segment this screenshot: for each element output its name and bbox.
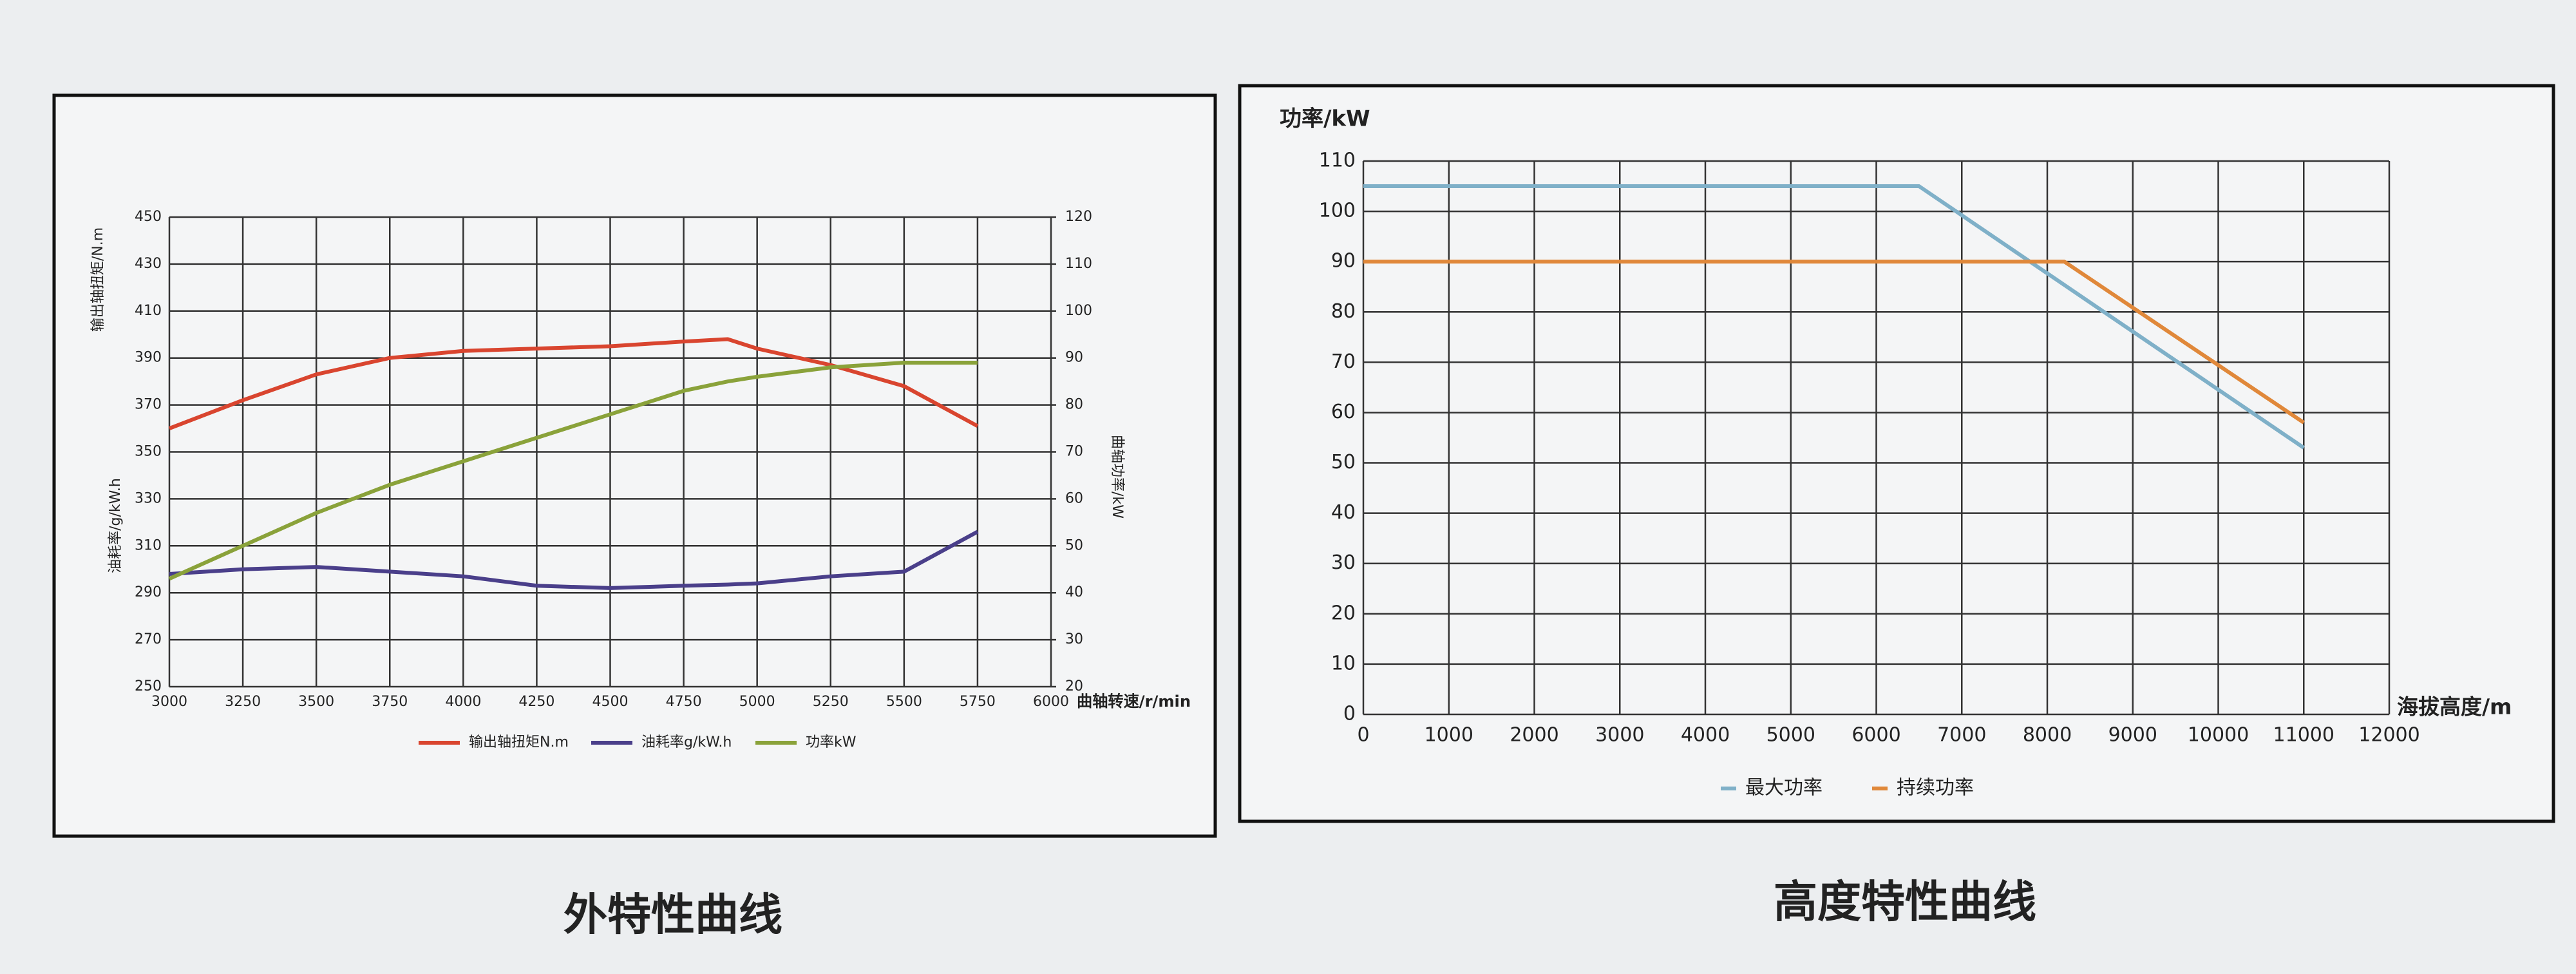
y2-tick-label: 80 (1065, 397, 1083, 413)
legend-label: 输出轴扭矩N.m (469, 734, 569, 750)
x-tick-label: 5250 (813, 694, 849, 710)
x-tick-label: 12000 (2358, 724, 2420, 747)
y2-tick-label: 70 (1065, 444, 1083, 460)
y-tick-label: 90 (1331, 250, 1356, 272)
y2-tick-label: 50 (1065, 537, 1083, 553)
x-tick-label: 4750 (666, 694, 702, 710)
y-tick-label: 80 (1331, 300, 1356, 323)
y-tick-label: 250 (135, 678, 162, 694)
y-tick-label: 60 (1331, 401, 1356, 423)
x-tick-label: 3000 (151, 694, 187, 710)
y2-tick-label: 100 (1065, 303, 1092, 319)
y-tick-label: 50 (1331, 451, 1356, 473)
x-tick-label: 3750 (372, 694, 408, 710)
x-tick-label: 1000 (1425, 724, 1473, 747)
x-tick-label: 6000 (1852, 724, 1900, 747)
y2-tick-label: 60 (1065, 490, 1083, 506)
x-tick-label: 4000 (1681, 724, 1730, 747)
x-tick-label: 8000 (2023, 724, 2072, 747)
y2-tick-label: 20 (1065, 678, 1083, 694)
y-tick-label: 430 (135, 256, 162, 272)
chart-title: 高度特性曲线 (1774, 877, 2036, 928)
chart-title: 外特性曲线 (564, 890, 782, 941)
y-tick-label: 70 (1331, 350, 1356, 373)
y-tick-label: 310 (135, 537, 162, 553)
x-tick-label: 11000 (2273, 724, 2334, 747)
y2-tick-label: 120 (1065, 209, 1092, 225)
series-line (169, 530, 979, 590)
x-tick-label: 5000 (739, 694, 775, 710)
y-tick-label: 290 (135, 584, 162, 600)
series-line (1363, 260, 2305, 425)
x-tick-label: 10000 (2188, 724, 2249, 747)
y-tick-label: 20 (1331, 602, 1356, 624)
x-tick-label: 6000 (1033, 694, 1069, 710)
y-tick-label: 350 (135, 444, 162, 460)
x-tick-label: 5000 (1766, 724, 1815, 747)
y-tick-label: 370 (135, 397, 162, 413)
y-tick-label: 410 (135, 303, 162, 319)
y2-tick-label: 30 (1065, 631, 1083, 647)
y-tick-label: 0 (1343, 703, 1356, 725)
x-tick-label: 4000 (445, 694, 481, 710)
frame (52, 93, 1217, 838)
y-tick-label: 110 (1319, 149, 1356, 172)
y-axis-label: 功率/kW (1280, 106, 1370, 132)
y2-tick-label: 90 (1065, 350, 1083, 366)
legend-label: 功率kW (806, 734, 857, 750)
y-tick-label: 390 (135, 350, 162, 366)
y-tick-label: 450 (135, 209, 162, 225)
x-axis-label: 曲轴转速/r/min (1077, 692, 1191, 711)
legend-label: 持续功率 (1897, 777, 1974, 799)
legend-label: 最大功率 (1745, 777, 1823, 799)
x-tick-label: 2000 (1510, 724, 1558, 747)
y-tick-label: 30 (1331, 551, 1356, 574)
y-tick-label: 40 (1331, 501, 1356, 524)
series-line (168, 337, 979, 430)
y-tick-label: 270 (135, 631, 162, 647)
x-tick-label: 4500 (592, 694, 629, 710)
series-line (1363, 184, 2305, 450)
x-tick-label: 0 (1357, 724, 1369, 747)
x-axis-label: 海拔高度/m (2397, 694, 2512, 720)
y-axis-label: 油耗率/g/kW.h (108, 478, 124, 573)
y-tick-label: 10 (1331, 652, 1356, 674)
frame (1238, 84, 2555, 823)
x-tick-label: 3000 (1595, 724, 1644, 747)
x-tick-label: 4250 (518, 694, 554, 710)
x-tick-label: 3250 (225, 694, 261, 710)
y-tick-label: 100 (1319, 200, 1356, 222)
y2-tick-label: 110 (1065, 256, 1092, 272)
y2-tick-label: 40 (1065, 584, 1083, 600)
x-tick-label: 5500 (886, 694, 922, 710)
x-tick-label: 3500 (298, 694, 334, 710)
x-tick-label: 9000 (2108, 724, 2157, 747)
legend-label: 油耗率g/kW.h (641, 734, 732, 750)
y-tick-label: 330 (135, 490, 162, 506)
y2-axis-label: 曲轴功率/kW (1109, 435, 1125, 519)
x-tick-label: 5750 (960, 694, 996, 710)
y-axis-label: 输出轴扭矩/N.m (90, 227, 106, 332)
x-tick-label: 7000 (1937, 724, 1986, 747)
series-line (168, 360, 978, 581)
